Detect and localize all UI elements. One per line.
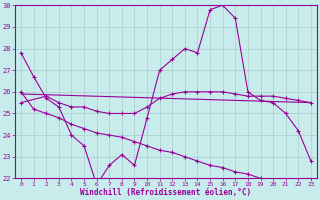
X-axis label: Windchill (Refroidissement éolien,°C): Windchill (Refroidissement éolien,°C) [80,188,252,197]
